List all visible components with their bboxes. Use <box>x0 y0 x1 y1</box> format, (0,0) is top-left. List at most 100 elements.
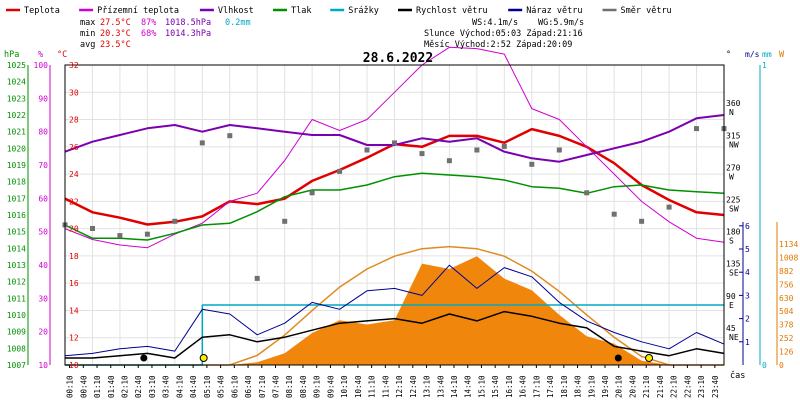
humidity-tick-label: 70 <box>38 161 48 170</box>
wind-direction-point <box>364 147 370 153</box>
pressure-tick-label: 1010 <box>7 311 26 320</box>
temperature-tick-label: 24 <box>69 170 79 179</box>
pressure-tick-label: 1014 <box>7 244 26 253</box>
time-tick-label: 18:40 <box>574 375 583 398</box>
time-tick-label: 19:40 <box>601 375 610 398</box>
pressure-tick-label: 1019 <box>7 161 26 170</box>
time-tick-label: 19:10 <box>587 375 596 398</box>
unit-mm: mm <box>762 50 772 59</box>
solar-tick-label: 1008 <box>779 253 798 262</box>
humidity-tick-label: 80 <box>38 128 48 137</box>
time-tick-label: 09:40 <box>326 375 335 398</box>
temperature-tick-label: 20 <box>69 225 79 234</box>
direction-letter-label: E <box>729 301 734 310</box>
pressure-tick-label: 1023 <box>7 94 26 103</box>
time-tick-label: 00:40 <box>79 375 88 398</box>
time-tick-label: 02:40 <box>134 375 143 398</box>
wind-tick-label: 4 <box>745 268 750 277</box>
humidity-tick-label: 50 <box>38 228 48 237</box>
time-tick-label: 21:40 <box>656 375 665 398</box>
pressure-tick-label: 1022 <box>7 111 26 120</box>
direction-letter-label: SE <box>729 269 739 278</box>
stat-min-temp: 20.3°C <box>100 29 131 39</box>
legend-label-prizemni-teplota: Přízemní teplota <box>97 6 179 16</box>
temperature-tick-label: 26 <box>69 143 79 152</box>
pressure-tick-label: 1008 <box>7 344 26 353</box>
sunrise-marker <box>199 354 208 362</box>
wind-direction-point <box>282 218 288 224</box>
time-tick-label: 04:10 <box>175 375 184 398</box>
wind-tick-label: 3 <box>745 291 750 300</box>
stat-avg-label: avg <box>80 40 95 50</box>
wind-direction-point <box>227 133 233 139</box>
stat-wg: WG:5.9m/s <box>538 18 584 28</box>
humidity-tick-label: 40 <box>38 261 48 270</box>
unit-ms: m/s <box>745 50 760 59</box>
unit-hpa: hPa <box>4 50 19 60</box>
series-line-naraz-vetru <box>64 264 725 357</box>
unit-deg: ° <box>726 50 731 60</box>
direction-tick-label: 90 <box>726 292 736 301</box>
stat-min-press: 1014.3hPa <box>165 29 211 39</box>
time-tick-label: 23:40 <box>711 375 720 398</box>
solar-tick-label: 378 <box>779 321 794 330</box>
time-tick-label: 08:10 <box>285 375 294 398</box>
direction-letter-label: S <box>729 237 734 246</box>
wind-direction-point <box>144 231 150 237</box>
rain-tick-label: 0 <box>762 361 767 370</box>
humidity-tick-label: 100 <box>34 61 49 70</box>
time-tick-label: 02:10 <box>120 375 129 398</box>
wind-direction-point <box>474 147 480 153</box>
time-tick-label: 01:10 <box>93 375 102 398</box>
direction-letter-label: NE <box>729 333 739 342</box>
pressure-tick-label: 1007 <box>7 361 26 370</box>
temperature-tick-label: 10 <box>69 361 79 370</box>
series-group <box>62 46 727 366</box>
stat-min-hum: 68% <box>141 29 156 39</box>
pressure-tick-label: 1018 <box>7 178 26 187</box>
stat-moon: Měsíc Východ:2:52 Západ:20:09 <box>424 40 572 50</box>
direction-letter-label: W <box>729 172 734 181</box>
time-tick-label: 05:10 <box>203 375 212 398</box>
rain-tick-label: 1 <box>762 61 767 70</box>
wind-direction-point <box>501 143 507 149</box>
temperature-tick-label: 30 <box>69 88 79 97</box>
unit-pct: % <box>38 50 43 60</box>
unit-c: °C <box>57 50 67 60</box>
time-tick-label: 21:10 <box>642 375 651 398</box>
time-tick-label: 12:10 <box>395 375 404 398</box>
humidity-tick-label: 60 <box>38 194 48 203</box>
pressure-tick-label: 1009 <box>7 328 26 337</box>
temperature-tick-label: 28 <box>69 116 79 125</box>
time-tick-label: 08:40 <box>299 375 308 398</box>
time-tick-label: 15:40 <box>491 375 500 398</box>
legend-label-rychlost-vetru: Rychlost větru <box>416 6 488 16</box>
moonset-marker <box>614 354 622 362</box>
direction-tick-label: 135 <box>726 260 741 269</box>
time-tick-label: 16:10 <box>505 375 514 398</box>
time-tick-label: 03:10 <box>148 375 157 398</box>
time-tick-label: 09:10 <box>313 375 322 398</box>
direction-tick-label: 180 <box>726 228 741 237</box>
series-line-rychlost-vetru <box>65 310 725 359</box>
axes-group: 1025102410231022102110201019101810171016… <box>7 61 799 398</box>
stat-max-temp: 27.5°C <box>100 18 131 28</box>
direction-tick-label: 270 <box>726 163 741 172</box>
wind-tick-label: 1 <box>745 338 750 347</box>
humidity-tick-label: 30 <box>38 294 48 303</box>
solar-tick-label: 882 <box>779 267 794 276</box>
stat-max-press: 1018.5hPa <box>165 18 211 28</box>
pressure-tick-label: 1015 <box>7 228 26 237</box>
temperature-tick-label: 18 <box>69 252 79 261</box>
solar-tick-label: 1134 <box>779 240 798 249</box>
stat-max-label: max <box>80 18 95 28</box>
time-tick-label: 12:40 <box>409 375 418 398</box>
solar-tick-label: 504 <box>779 307 794 316</box>
time-tick-label: 14:10 <box>450 375 459 398</box>
wind-direction-point <box>556 147 562 153</box>
unit-w: W <box>779 50 785 60</box>
legend-label-srazky: Srážky <box>348 6 379 16</box>
time-tick-label: 23:10 <box>697 375 706 398</box>
time-tick-label: 17:40 <box>546 375 555 398</box>
